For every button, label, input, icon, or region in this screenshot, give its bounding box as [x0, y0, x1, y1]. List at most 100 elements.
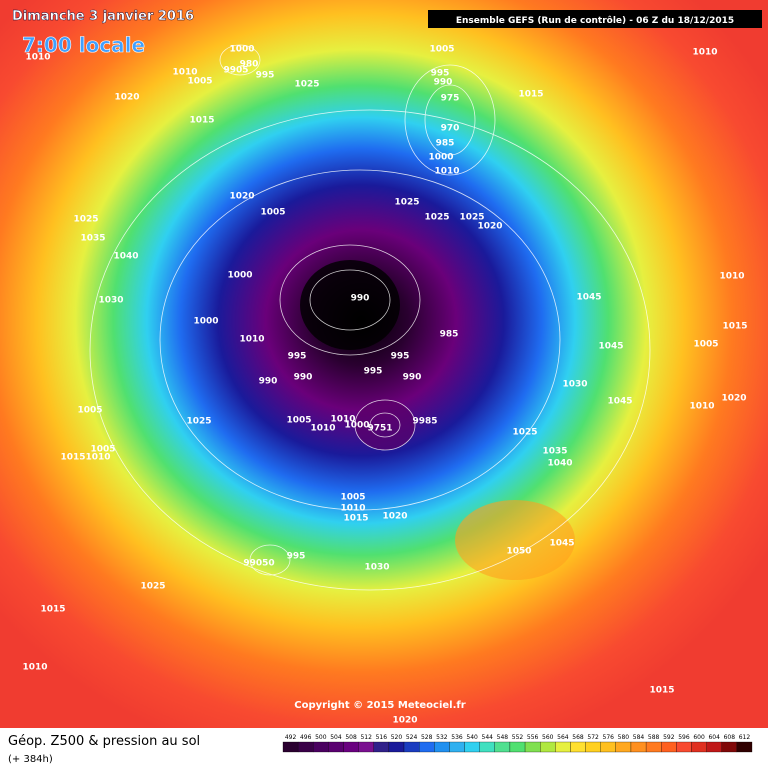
- run-box: [428, 10, 762, 28]
- scale-label: 552: [512, 734, 524, 741]
- pressure-label: 1050: [506, 547, 531, 557]
- footer-subtitle: (+ 384h): [8, 754, 53, 765]
- pressure-label: 1020: [382, 512, 407, 522]
- scale-swatch: [494, 741, 511, 753]
- pressure-label: 1005: [340, 493, 365, 503]
- pressure-label: 990: [351, 294, 370, 304]
- scale-label: 600: [693, 734, 705, 741]
- pressure-label: 99050: [243, 559, 274, 569]
- scale-label: 520: [391, 734, 403, 741]
- pressure-label: 1025: [394, 198, 419, 208]
- scale-label: 512: [360, 734, 372, 741]
- scale-label: 504: [330, 734, 342, 741]
- scale-swatch: [403, 741, 420, 753]
- pressure-label: 1010: [340, 504, 365, 514]
- pressure-label: 1040: [113, 252, 138, 262]
- pressure-label: 1010: [330, 415, 355, 425]
- pressure-label: 1020: [114, 93, 139, 103]
- pressure-label: 1000: [227, 271, 252, 281]
- pressure-label: 1025: [294, 80, 319, 90]
- scale-swatch: [661, 741, 677, 753]
- pressure-label: 1045: [576, 293, 601, 303]
- pressure-label: 1010: [239, 335, 264, 345]
- pressure-label: 1010: [692, 48, 717, 58]
- scale-swatch: [706, 741, 722, 753]
- pressure-label: 985: [440, 330, 459, 340]
- pressure-label: 990: [294, 373, 313, 383]
- pressure-label: 975: [441, 94, 460, 104]
- pressure-label: 1005: [693, 340, 718, 350]
- pressure-label: 1035: [80, 234, 105, 244]
- scale-label: 568: [572, 734, 584, 741]
- pressure-label: 1015: [649, 686, 674, 696]
- pressure-label: 1030: [562, 380, 587, 390]
- pressure-label: 1035: [542, 447, 567, 457]
- scale-swatch: [676, 741, 692, 753]
- pressure-label: 1045: [598, 342, 623, 352]
- scale-label: 604: [708, 734, 720, 741]
- pressure-label: 1045: [549, 539, 574, 549]
- pressure-label: 1010: [310, 424, 335, 434]
- scale-swatch: [585, 741, 601, 753]
- high-core: [455, 500, 575, 580]
- pressure-label: 1010: [85, 453, 110, 463]
- copyright: Copyright © 2015 Meteociel.fr: [294, 700, 465, 711]
- pressure-label: 1020: [229, 192, 254, 202]
- pressure-label: 1025: [459, 213, 484, 223]
- pressure-label: 1020: [477, 222, 502, 232]
- pressure-label: 995: [288, 352, 307, 362]
- pressure-label: 980: [240, 60, 259, 70]
- scale-swatch: [358, 741, 374, 753]
- scale-label: 612: [739, 734, 751, 741]
- scale-swatch: [600, 741, 616, 753]
- scale-label: 536: [451, 734, 463, 741]
- pressure-label: 1015: [722, 322, 747, 332]
- pressure-label: 1030: [98, 296, 123, 306]
- scale-swatch: [630, 741, 647, 753]
- map-time: 7:00 locale: [22, 33, 145, 57]
- pressure-label: 9751: [367, 424, 392, 434]
- scale-swatch: [524, 741, 541, 753]
- scale-swatch: [434, 741, 450, 753]
- geopotential-field: [0, 0, 768, 728]
- pressure-label: 995: [256, 71, 275, 81]
- pressure-label: 995: [287, 552, 306, 562]
- pressure-label: 1000: [229, 45, 254, 55]
- pressure-label: 1010: [172, 68, 197, 78]
- scale-label: 540: [466, 734, 478, 741]
- scale-swatch: [555, 741, 571, 753]
- scale-swatch: [297, 741, 314, 753]
- scale-swatch: [282, 741, 299, 753]
- pressure-label: 1015: [518, 90, 543, 100]
- pressure-label: 1025: [424, 213, 449, 223]
- scale-label: 492: [285, 734, 297, 741]
- pressure-label: 1010: [25, 53, 50, 63]
- scale-label: 496: [300, 734, 312, 741]
- scale-label: 588: [648, 734, 660, 741]
- pressure-label: 990: [403, 373, 422, 383]
- scale-swatch: [449, 741, 465, 753]
- pressure-label: 1020: [721, 394, 746, 404]
- pressure-label: 1015: [343, 514, 368, 524]
- scale-label: 596: [678, 734, 690, 741]
- scale-label: 576: [603, 734, 615, 741]
- scale-swatch: [388, 741, 405, 753]
- pressure-label: 1025: [512, 428, 537, 438]
- pressure-label: 1040: [547, 459, 572, 469]
- pressure-label: 995: [431, 69, 450, 79]
- scale-label: 524: [406, 734, 418, 741]
- scale-swatch: [645, 741, 662, 753]
- scale-swatch: [509, 741, 526, 753]
- low-core: [300, 260, 400, 350]
- pressure-label: 9985: [412, 417, 437, 427]
- scale-swatch: [479, 741, 495, 753]
- pressure-label: 1000: [428, 153, 453, 163]
- pressure-label: 1005: [187, 77, 212, 87]
- pressure-label: 1030: [364, 563, 389, 573]
- pressure-label: 1000: [193, 317, 218, 327]
- scale-label: 608: [724, 734, 736, 741]
- low-core: [355, 400, 415, 450]
- pressure-label: 1025: [186, 417, 211, 427]
- scale-swatch: [328, 741, 344, 753]
- scale-label: 572: [587, 734, 599, 741]
